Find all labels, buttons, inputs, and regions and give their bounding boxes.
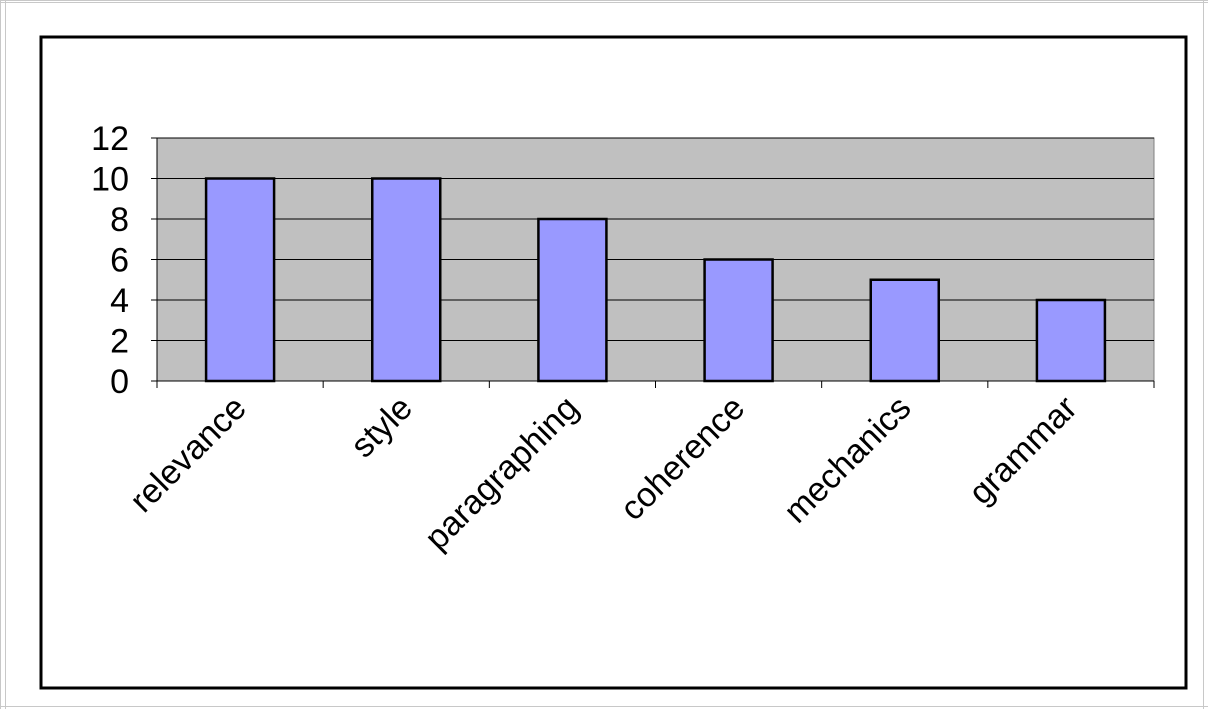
bar-mechanics <box>869 278 940 383</box>
bar-grammar <box>1035 298 1107 383</box>
bar-coherence <box>703 258 774 383</box>
y-tick-label: 0 <box>110 363 129 401</box>
axes <box>151 137 1155 388</box>
bar-paragraphing <box>537 217 608 383</box>
y-tick-label: 12 <box>91 120 129 158</box>
bar-relevance <box>204 177 276 383</box>
bars <box>204 177 1107 383</box>
page-edge-left <box>0 0 6 709</box>
y-tick-label: 10 <box>91 161 129 199</box>
page-edge-right <box>1203 0 1208 709</box>
y-tick-label: 2 <box>110 323 129 361</box>
page-edge-top <box>0 0 1208 3</box>
y-tick-label: 8 <box>110 201 129 239</box>
bar-style <box>371 177 442 383</box>
page-edge-bottom <box>0 706 1208 709</box>
y-tick-label: 6 <box>110 242 129 280</box>
y-tick-label: 4 <box>110 282 129 320</box>
gridlines <box>157 137 1154 341</box>
